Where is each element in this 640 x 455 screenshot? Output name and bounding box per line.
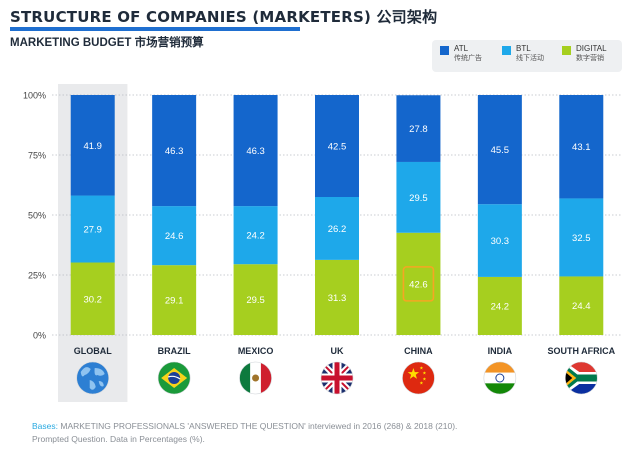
data-label: 46.3 — [165, 146, 184, 157]
footnote-line2: Prompted Question. Data in Percentages (… — [32, 434, 205, 444]
bar-atl-south-africa — [559, 95, 604, 199]
data-label: 26.2 — [328, 224, 347, 235]
bar-digital-india — [477, 276, 522, 335]
china-flag-icon — [402, 361, 435, 395]
bar-atl-global — [70, 95, 115, 196]
data-label: 24.2 — [246, 231, 265, 242]
legend-label-btl: BTL — [516, 44, 531, 53]
data-label: 45.5 — [491, 145, 510, 156]
legend-item-atl: ATL 传统广告 — [440, 44, 482, 64]
legend-sub-atl: 传统广告 — [454, 55, 482, 62]
title-underline — [10, 27, 300, 31]
data-label: 29.5 — [246, 295, 265, 306]
bar-atl-brazil — [152, 95, 197, 207]
data-label: 24.6 — [165, 231, 184, 242]
bar-btl-brazil — [152, 206, 197, 266]
legend-label-digital: DIGITAL — [576, 44, 607, 53]
y-tick-label: 0% — [33, 331, 46, 341]
y-tick-label: 75% — [28, 151, 46, 161]
bar-digital-mexico — [233, 264, 278, 335]
bar-atl-uk — [315, 95, 359, 197]
data-label: 43.1 — [572, 142, 591, 153]
legend-swatch-digital — [562, 46, 571, 55]
data-label: 29.5 — [409, 193, 428, 204]
x-tick-label: INDIA — [488, 346, 513, 356]
x-tick-label: UK — [331, 346, 344, 356]
legend-item-btl: BTL 线下活动 — [502, 44, 544, 64]
legend-swatch-atl — [440, 46, 449, 55]
x-tick-label: BRAZIL — [158, 346, 191, 356]
chart-legend: ATL 传统广告 BTL 线下活动 DIGITAL 数字营销 — [432, 40, 622, 72]
mexico-flag-icon — [239, 361, 272, 395]
data-label: 24.2 — [491, 301, 510, 312]
bar-digital-south-africa — [559, 276, 604, 335]
y-tick-label: 25% — [28, 271, 46, 281]
south-africa-flag-icon — [564, 361, 598, 395]
bar-btl-mexico — [233, 206, 278, 265]
bar-btl-china — [396, 161, 441, 233]
footnote: Bases: MARKETING PROFESSIONALS 'ANSWERED… — [32, 420, 457, 446]
data-label: 42.5 — [328, 142, 347, 153]
data-label: 42.6 — [409, 279, 428, 290]
data-label: 31.3 — [328, 293, 347, 304]
data-label: 24.4 — [572, 301, 591, 312]
data-label: 30.3 — [491, 236, 510, 247]
footnote-lead: Bases: — [32, 421, 58, 431]
y-tick-label: 50% — [28, 211, 46, 221]
brazil-flag-icon — [157, 361, 191, 395]
data-label: 41.9 — [83, 141, 102, 152]
legend-swatch-btl — [502, 46, 511, 55]
data-label: 46.3 — [246, 146, 265, 157]
x-tick-label: SOUTH AFRICA — [547, 346, 615, 356]
bar-digital-uk — [315, 259, 359, 335]
data-label: 27.9 — [83, 225, 102, 236]
legend-sub-btl: 线下活动 — [516, 55, 544, 62]
chart-subtitle: MARKETING BUDGET 市场营销预算 — [10, 37, 204, 49]
data-label: 29.1 — [165, 296, 184, 307]
x-tick-label: CHINA — [404, 346, 433, 356]
page-title: STRUCTURE OF COMPANIES (MARKETERS) 公司架构 — [10, 8, 438, 26]
bar-atl-china — [396, 95, 441, 162]
uk-flag-icon — [320, 361, 354, 395]
bar-digital-global — [70, 262, 115, 335]
bar-btl-uk — [315, 197, 359, 260]
world-globe-icon — [76, 361, 110, 395]
bar-btl-south-africa — [559, 198, 604, 277]
bar-atl-india — [477, 95, 522, 205]
bar-atl-mexico — [233, 95, 278, 207]
x-tick-label: GLOBAL — [74, 346, 112, 356]
data-label: 30.2 — [83, 294, 102, 305]
legend-item-digital: DIGITAL 数字营销 — [562, 44, 607, 64]
legend-label-atl: ATL — [454, 44, 469, 53]
highlight-box — [402, 266, 435, 302]
bar-btl-india — [477, 204, 522, 277]
bar-btl-global — [70, 195, 115, 263]
x-tick-label: MEXICO — [238, 346, 274, 356]
data-label: 27.8 — [409, 124, 428, 135]
india-flag-icon — [483, 361, 517, 395]
data-label: 32.5 — [572, 233, 591, 244]
y-tick-label: 100% — [23, 91, 46, 101]
bar-digital-brazil — [152, 265, 197, 335]
footnote-line1: MARKETING PROFESSIONALS 'ANSWERED THE QU… — [58, 421, 458, 431]
legend-sub-digital: 数字营销 — [576, 55, 604, 62]
